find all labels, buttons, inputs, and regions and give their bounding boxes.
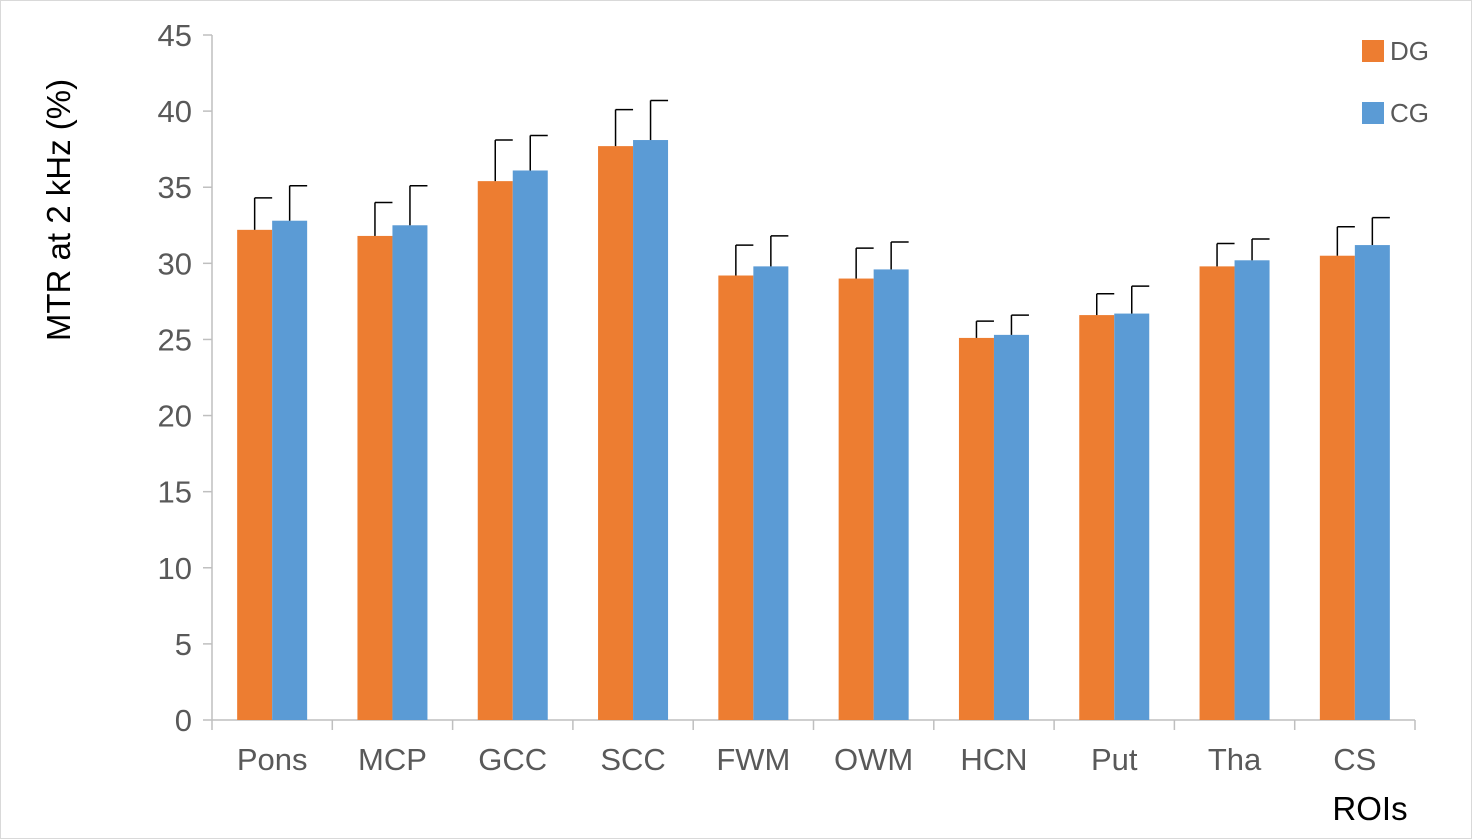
bar-dg-tha bbox=[1199, 266, 1235, 720]
x-tick-label: Put bbox=[1091, 742, 1138, 777]
bar-dg-fwm bbox=[718, 275, 754, 720]
x-tick-label: FWM bbox=[716, 742, 790, 777]
y-tick-label: 10 bbox=[158, 551, 192, 586]
bars bbox=[237, 140, 1390, 721]
y-tick-label: 20 bbox=[158, 399, 192, 434]
bar-cg-pons bbox=[272, 220, 308, 720]
bar-cg-cs bbox=[1354, 245, 1390, 721]
bar-cg-put bbox=[1114, 313, 1150, 720]
x-tick-label: GCC bbox=[478, 742, 547, 777]
bar-cg-owm bbox=[873, 269, 909, 720]
y-axis-title: MTR at 2 kHz (%) bbox=[40, 79, 77, 341]
x-tick-label: OWM bbox=[834, 742, 913, 777]
bar-cg-gcc bbox=[512, 170, 548, 720]
bar-cg-scc bbox=[633, 140, 669, 721]
legend-label-cg: CG bbox=[1390, 98, 1429, 128]
y-tick-label: 0 bbox=[175, 703, 192, 738]
bar-dg-owm bbox=[838, 278, 874, 720]
bar-dg-cs bbox=[1319, 255, 1355, 720]
x-tick-label: CS bbox=[1333, 742, 1376, 777]
bar-dg-scc bbox=[598, 146, 634, 721]
y-tick-label: 15 bbox=[158, 475, 192, 510]
y-tick-label: 5 bbox=[175, 627, 192, 662]
x-tick-label: Tha bbox=[1208, 742, 1262, 777]
y-tick-label: 30 bbox=[158, 246, 192, 281]
y-tick-label: 35 bbox=[158, 170, 192, 205]
y-axis: 0 5 10 15 20 25 30 35 40 45 bbox=[158, 18, 213, 738]
x-tick-label: Pons bbox=[237, 742, 308, 777]
y-tick-label: 25 bbox=[158, 322, 192, 357]
legend-swatch-dg bbox=[1362, 40, 1384, 62]
error-bars bbox=[253, 99, 1390, 338]
bar-cg-mcp bbox=[392, 225, 428, 720]
bar-dg-gcc bbox=[477, 181, 513, 721]
y-tick-label: 45 bbox=[158, 18, 192, 53]
bar-dg-put bbox=[1079, 315, 1115, 720]
legend-swatch-cg bbox=[1362, 102, 1384, 124]
x-axis: Pons MCP GCC SCC FWM OWM HCN Put Tha CS bbox=[211, 719, 1416, 777]
bar-cg-tha bbox=[1234, 260, 1270, 720]
y-tick-label: 40 bbox=[158, 94, 192, 129]
legend-label-dg: DG bbox=[1390, 36, 1429, 66]
x-tick-label: SCC bbox=[600, 742, 665, 777]
x-tick-label: MCP bbox=[358, 742, 427, 777]
legend: DG CG bbox=[1362, 36, 1429, 128]
bar-cg-hcn bbox=[993, 334, 1029, 720]
x-axis-title: ROIs bbox=[1332, 790, 1407, 827]
x-tick-label: HCN bbox=[960, 742, 1027, 777]
bar-dg-pons bbox=[237, 229, 273, 720]
bar-cg-fwm bbox=[753, 266, 789, 720]
bar-dg-mcp bbox=[357, 235, 393, 720]
bar-dg-hcn bbox=[958, 337, 994, 720]
